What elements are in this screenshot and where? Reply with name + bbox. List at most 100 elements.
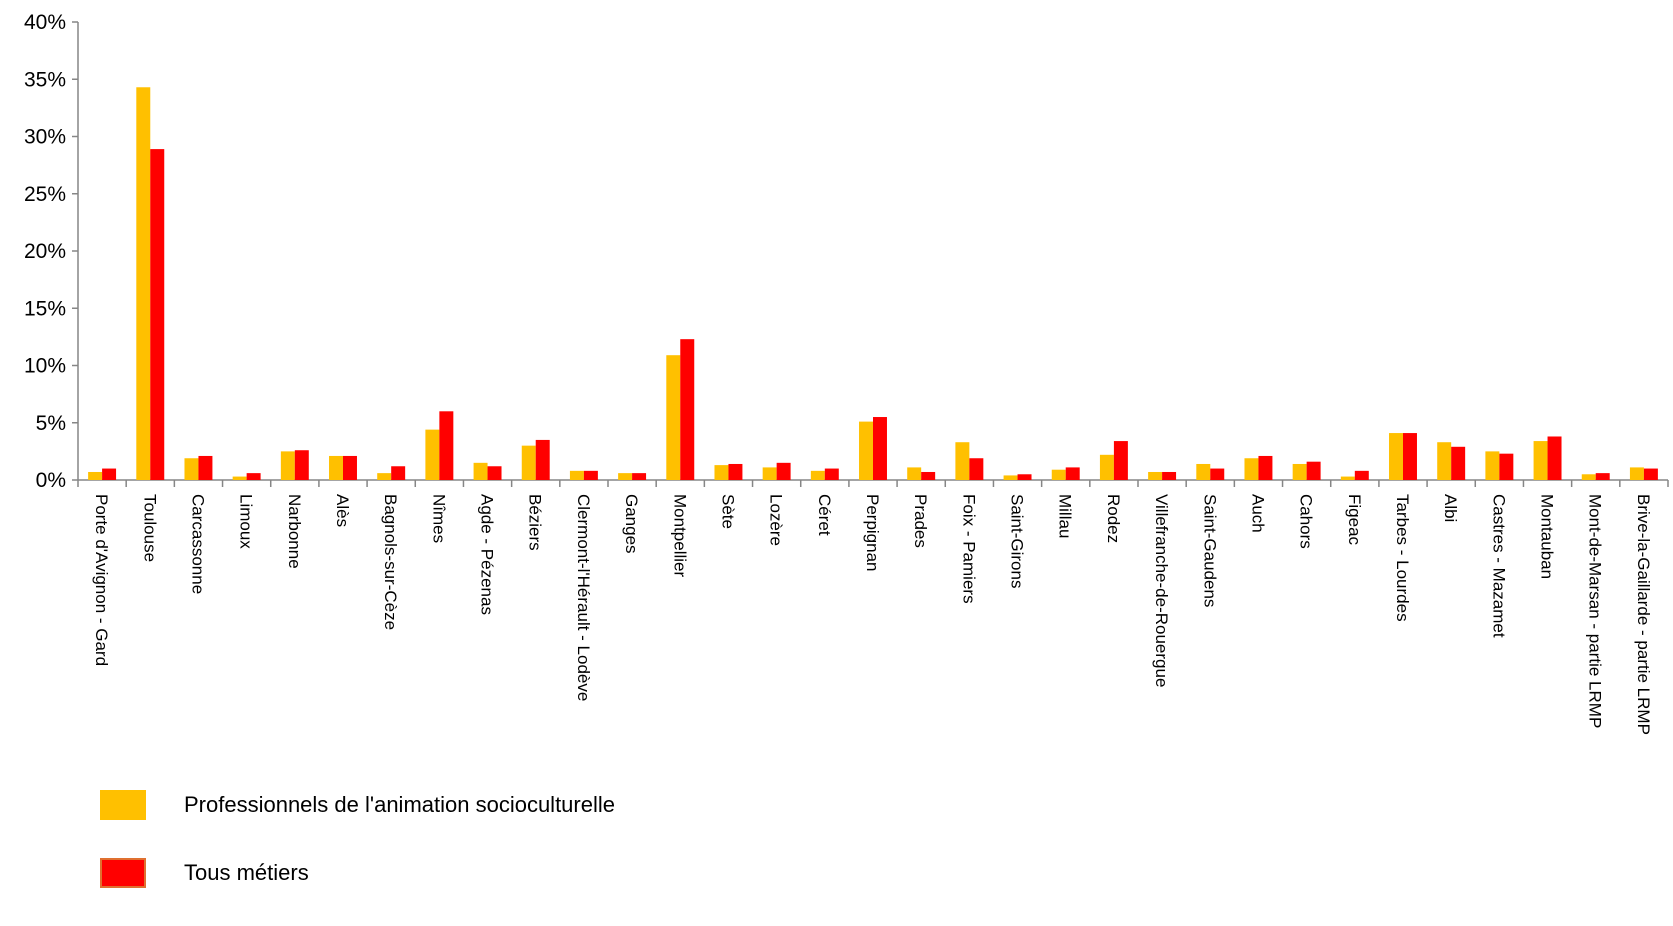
y-tick-label: 20% [24, 240, 66, 263]
x-tick-label: Auch [1248, 494, 1267, 533]
bar-professionnels [136, 87, 151, 480]
bar-tous-metiers [1499, 453, 1514, 480]
x-tick-label: Mont-de-Marsan - partie LRMP [1586, 494, 1605, 728]
bar-professionnels [1244, 458, 1259, 480]
x-tick-label: Bagnols-sur-Cèze [381, 494, 400, 630]
x-tick-label: Tarbes - Lourdes [1393, 494, 1412, 622]
bar-professionnels [1389, 433, 1403, 480]
bar-tous-metiers [1210, 468, 1225, 480]
bar-professionnels [232, 476, 247, 480]
bar-tous-metiers [1017, 474, 1032, 480]
bar-professionnels [1003, 475, 1018, 480]
bar-professionnels [810, 470, 825, 480]
y-tick-label: 0% [36, 469, 66, 492]
bar-tous-metiers [776, 462, 791, 480]
bar-tous-metiers [343, 455, 357, 480]
x-tick-label: Toulouse [140, 494, 159, 562]
x-tick-label: Rodez [1104, 494, 1123, 543]
y-tick-label: 30% [24, 126, 66, 149]
x-tick-label: Prades [911, 494, 930, 548]
x-tick-label: Lozère [767, 494, 786, 546]
bar-tous-metiers [1547, 436, 1562, 480]
bar-professionnels [859, 421, 873, 480]
x-tick-label: Clermont-l'Hérault - Lodève [574, 494, 593, 701]
bar-tous-metiers [1258, 455, 1273, 480]
bar-tous-metiers [198, 455, 213, 480]
x-tick-label: Narbonne [285, 494, 304, 569]
x-tick-label: Montauban [1538, 494, 1557, 579]
bar-professionnels [1292, 463, 1307, 480]
bar-tous-metiers [391, 466, 406, 480]
bar-tous-metiers [969, 458, 984, 480]
bar-professionnels [1148, 471, 1163, 480]
x-tick-label: Limoux [237, 494, 256, 549]
bar-professionnels [714, 465, 729, 480]
bar-tous-metiers [1162, 471, 1177, 480]
x-tick-label: Sète [718, 494, 737, 529]
bar-professionnels [425, 429, 440, 480]
bar-professionnels [88, 471, 103, 480]
bar-tous-metiers [439, 411, 454, 480]
bar-chart: 0% 5% 10% 15% 20% 25% 30% 35% 40% Porte d'Avignon… [24, 11, 1669, 735]
bar-tous-metiers [583, 470, 598, 480]
y-tick-label: 35% [24, 68, 66, 91]
bar-professionnels [762, 467, 777, 480]
bar-tous-metiers [535, 439, 550, 480]
bar-professionnels [666, 355, 681, 480]
bar-professionnels [1437, 442, 1452, 480]
x-tick-label: Carcassonne [188, 494, 207, 594]
x-tick-label: Brive-la-Gaillarde - partie LRMP [1634, 494, 1653, 735]
x-tick-label: Ganges [622, 494, 641, 554]
bar-professionnels [569, 470, 584, 480]
bar-professionnels [1051, 469, 1066, 480]
x-tick-label: Porte d'Avignon - Gard [92, 494, 111, 666]
y-tick-label: 5% [36, 412, 66, 435]
x-tick-label: Nîmes [429, 494, 448, 543]
x-tick-label: Montpellier [670, 494, 689, 577]
bar-tous-metiers [487, 466, 502, 480]
x-tick-label: Foix - Pamiers [959, 494, 978, 604]
legend-label-professionnels: Professionnels de l'animation sociocultu… [184, 792, 615, 817]
bar-tous-metiers [632, 473, 647, 480]
bar-tous-metiers [1065, 467, 1080, 480]
bar-tous-metiers [873, 417, 887, 480]
bar-tous-metiers [1451, 446, 1466, 480]
x-tick-label: Figeac [1345, 494, 1364, 546]
bar-professionnels [377, 473, 392, 480]
bar-tous-metiers [1403, 433, 1417, 480]
bar-tous-metiers [728, 463, 743, 480]
bar-tous-metiers [1643, 468, 1658, 480]
bar-tous-metiers [680, 339, 695, 480]
x-tick-label: Alès [333, 494, 352, 527]
bar-professionnels [521, 445, 536, 480]
x-tick-label: Millau [1056, 494, 1075, 538]
bar-professionnels [1340, 476, 1355, 480]
y-tick-label: 10% [24, 355, 66, 378]
legend-swatch-tous-metiers [100, 858, 146, 888]
bar-professionnels [618, 473, 633, 480]
x-tick-label: Castres - Mazamet [1489, 494, 1508, 638]
bar-professionnels [955, 442, 970, 480]
x-tick-label: Béziers [526, 494, 545, 551]
x-tick-label: Perpignan [863, 494, 882, 572]
bar-professionnels [184, 458, 199, 480]
x-tick-label: Saint-Gaudens [1200, 494, 1219, 607]
x-tick-label: Villefranche-de-Rouergue [1152, 494, 1171, 687]
y-tick-label: 40% [24, 11, 66, 34]
bar-tous-metiers [921, 471, 936, 480]
bar-professionnels [1533, 441, 1548, 480]
bar-professionnels [473, 462, 488, 480]
legend: Professionnels de l'animation sociocultu… [100, 790, 615, 926]
bar-professionnels [1629, 467, 1644, 480]
bar-tous-metiers [1354, 470, 1369, 480]
legend-item-tous-metiers: Tous métiers [100, 858, 615, 888]
bar-professionnels [1099, 454, 1114, 480]
bar-tous-metiers [824, 468, 839, 480]
bar-tous-metiers [102, 468, 117, 480]
y-tick-label: 15% [24, 297, 66, 320]
bar-tous-metiers [246, 473, 261, 480]
x-tick-label: Cahors [1297, 494, 1316, 549]
bar-professionnels [907, 467, 922, 480]
legend-item-professionnels: Professionnels de l'animation sociocultu… [100, 790, 615, 820]
legend-swatch-professionnels [100, 790, 146, 820]
